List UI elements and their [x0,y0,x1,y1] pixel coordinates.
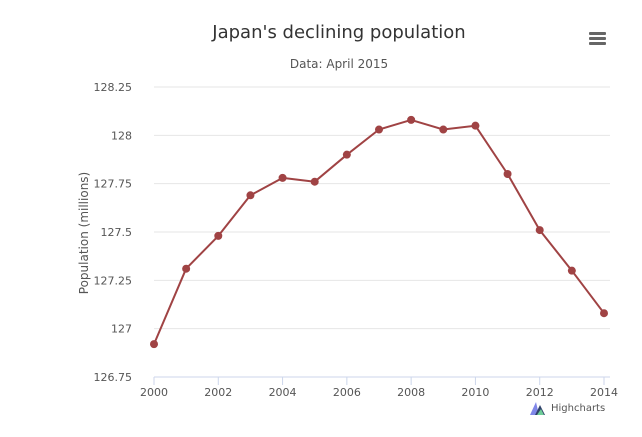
data-point [567,266,576,275]
y-tick-label: 127.5 [101,226,133,239]
data-point [600,309,608,318]
x-tick-label: 2000 [140,386,168,399]
chart-subtitle: Data: April 2015 [289,57,389,71]
data-point [471,121,480,130]
x-tick-label: 2004 [269,386,297,399]
y-axis: 126.75 127 127.25 127.5 127.75 128 128.25 [94,81,133,384]
data-point [342,150,351,159]
x-axis: 2000 2002 2004 2006 2008 2010 2012 2014 [140,376,618,399]
data-point [246,191,255,200]
y-tick-label: 127.75 [94,178,133,191]
y-tick-label: 127.25 [94,274,133,287]
chart-title: Japan's declining population [212,22,466,43]
highcharts-credits-link[interactable]: Highcharts [529,400,605,416]
x-tick-label: 2006 [333,386,361,399]
x-tick-label: 2014 [590,386,618,399]
x-tick-label: 2002 [204,386,232,399]
data-point [375,125,383,134]
data-point [150,340,158,349]
x-tick-label: 2012 [526,386,554,399]
grid-lines [154,86,610,330]
data-point [214,231,223,240]
data-point [535,226,544,235]
x-tick-label: 2010 [461,386,489,399]
data-point [278,173,287,182]
data-point [407,115,416,124]
hamburger-menu-icon-bar [588,37,606,40]
data-point [310,177,319,186]
data-point [503,170,512,178]
y-tick-label: 128 [111,129,132,142]
data-point [439,125,448,134]
y-tick-label: 127 [111,323,132,336]
highcharts-logo-icon [530,402,545,415]
data-point [182,264,191,273]
y-tick-label: 126.75 [94,371,133,384]
y-tick-label: 128.25 [94,81,133,94]
y-axis-label: Population (millions) [77,172,91,294]
highcharts-credits-label: Highcharts [551,402,606,414]
hamburger-menu-icon [588,32,606,35]
hamburger-menu-icon-bar [588,42,606,45]
x-tick-label: 2008 [397,386,425,399]
chart-menu-button[interactable] [585,30,609,50]
series-group [150,115,608,349]
